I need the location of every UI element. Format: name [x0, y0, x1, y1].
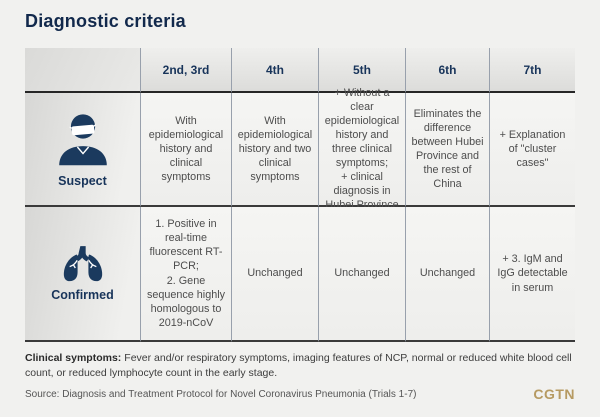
cell-confirmed-5th: Unchanged: [319, 207, 406, 342]
header-cell-empty: [25, 48, 141, 93]
masked-person-icon: [55, 111, 111, 169]
cell-confirmed-2nd-3rd: 1. Positive in real-time fluorescent RT-…: [141, 207, 232, 342]
header-cell-2nd-3rd: 2nd, 3rd: [141, 48, 232, 93]
row-label-confirmed: Confirmed: [51, 287, 114, 302]
row-header-confirmed: Confirmed: [25, 207, 141, 342]
cell-suspect-2nd-3rd: With epidemiological history and clinica…: [141, 93, 232, 207]
cell-confirmed-6th: Unchanged: [406, 207, 490, 342]
header-cell-5th: 5th: [319, 48, 406, 93]
cgtn-logo: CGTN: [533, 386, 575, 402]
cell-suspect-6th: Eliminates the difference between Hubei …: [406, 93, 490, 207]
cell-suspect-5th: + Without a clear epidemiological histor…: [319, 87, 406, 211]
header-cell-7th: 7th: [490, 48, 575, 93]
cell-confirmed-4th: Unchanged: [232, 207, 319, 342]
page-title: Diagnostic criteria: [25, 11, 186, 31]
cell-suspect-4th: With epidemiological history and two cli…: [232, 93, 319, 207]
footnote-text: Fever and/or respiratory symptoms, imagi…: [25, 352, 572, 380]
header-cell-4th: 4th: [232, 48, 319, 93]
diagnostic-criteria-table: 2nd, 3rd 4th 5th 6th 7th Suspect With ep…: [25, 48, 575, 342]
footnote-lead: Clinical symptoms:: [25, 352, 122, 364]
header-cell-6th: 6th: [406, 48, 490, 93]
source-attribution: Source: Diagnosis and Treatment Protocol…: [25, 389, 417, 400]
lungs-icon: [58, 245, 108, 283]
clinical-symptoms-footnote: Clinical symptoms: Fever and/or respirato…: [25, 351, 575, 381]
row-header-suspect: Suspect: [25, 93, 141, 207]
cell-confirmed-7th: + 3. IgM and IgG detectable in serum: [490, 207, 575, 342]
row-label-suspect: Suspect: [58, 173, 107, 188]
cell-suspect-7th: + Explanation of "cluster cases": [490, 93, 575, 207]
